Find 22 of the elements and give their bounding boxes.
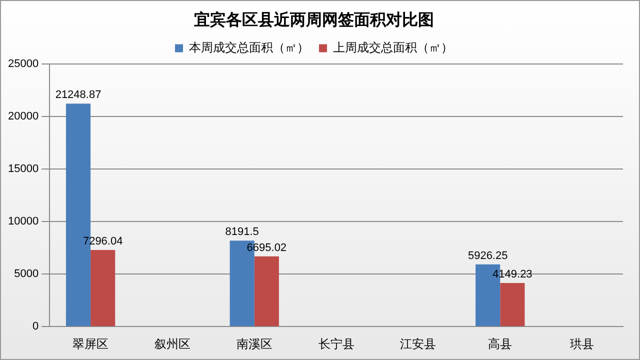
y-tick-label: 25000 [8, 58, 39, 70]
y-tick-label: 5000 [14, 268, 39, 280]
data-label: 21248.87 [55, 89, 102, 102]
x-tick-label: 长宁县 [318, 337, 354, 352]
bar [254, 256, 279, 326]
x-tick-label: 高县 [488, 337, 512, 352]
y-tick-label: 10000 [8, 216, 39, 228]
bar [90, 250, 116, 326]
data-label: 5926.25 [468, 250, 508, 262]
legend-label: 上周成交总面积（㎡） [333, 40, 453, 55]
y-tick-label: 20000 [8, 110, 39, 123]
x-tick-label: 南溪区 [236, 337, 272, 352]
x-tick-label: 江安县 [400, 337, 436, 352]
bar [500, 283, 525, 326]
y-tick-label: 0 [32, 320, 39, 333]
x-tick-label: 翠屏区 [72, 337, 109, 352]
legend-label: 本周成交总面积（㎡） [189, 40, 309, 55]
data-label: 8191.5 [225, 226, 259, 238]
x-tick-label: 叙州区 [154, 337, 190, 352]
chart-title: 宜宾各区县近两周网签面积对比图 [194, 10, 434, 30]
y-tick-label: 15000 [8, 163, 39, 176]
x-tick-label: 珙县 [570, 337, 594, 352]
